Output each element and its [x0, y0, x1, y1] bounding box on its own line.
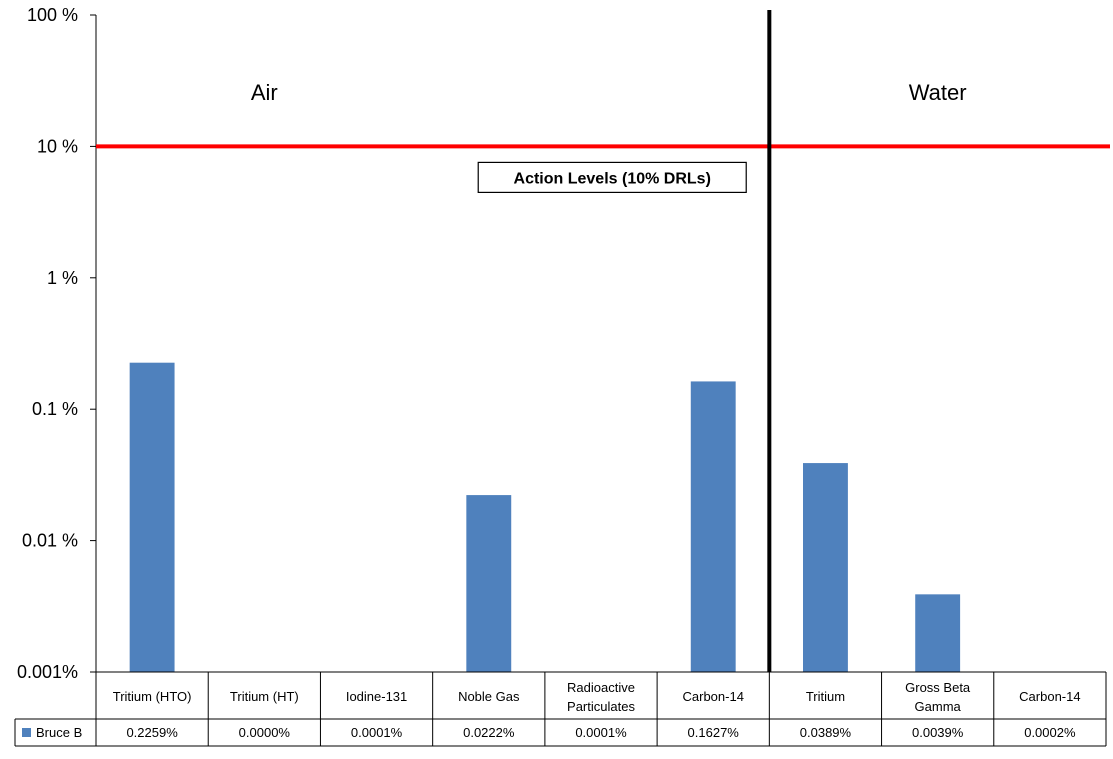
- value-label: 0.0222%: [463, 725, 515, 740]
- category-label: Tritium (HTO): [113, 689, 192, 704]
- region-label-water: Water: [909, 80, 967, 105]
- category-label: Gross Beta: [905, 680, 971, 695]
- y-tick-label: 0.1 %: [32, 399, 78, 419]
- category-label: Iodine-131: [346, 689, 407, 704]
- bar: [690, 381, 736, 672]
- value-label: 0.2259%: [126, 725, 178, 740]
- bar: [803, 463, 848, 672]
- value-label: 0.1627%: [688, 725, 740, 740]
- value-label: 0.0002%: [1024, 725, 1076, 740]
- y-tick-label: 10 %: [37, 136, 78, 156]
- y-tick-label: 1 %: [47, 268, 78, 288]
- y-tick-label: 0.001%: [17, 662, 78, 682]
- region-label-air: Air: [251, 80, 278, 105]
- bar: [915, 594, 961, 672]
- action-level-label: Action Levels (10% DRLs): [514, 170, 711, 187]
- value-label: 0.0000%: [239, 725, 291, 740]
- category-label: Noble Gas: [458, 689, 520, 704]
- value-label: 0.0389%: [800, 725, 852, 740]
- value-label: 0.0001%: [575, 725, 627, 740]
- value-label: 0.0039%: [912, 725, 964, 740]
- category-label: Particulates: [567, 699, 635, 714]
- category-label: Carbon-14: [1019, 689, 1080, 704]
- legend-swatch: [22, 728, 31, 737]
- category-label: Gamma: [915, 699, 962, 714]
- bar: [466, 495, 512, 672]
- y-tick-label: 0.01 %: [22, 531, 78, 551]
- bar: [129, 362, 175, 672]
- category-label: Tritium: [806, 689, 845, 704]
- category-label: Tritium (HT): [230, 689, 299, 704]
- y-tick-label: 100 %: [27, 5, 78, 25]
- value-label: 0.0001%: [351, 725, 403, 740]
- category-label: Radioactive: [567, 680, 635, 695]
- legend-label: Bruce B: [36, 725, 82, 740]
- action-level-box: [477, 161, 747, 193]
- category-label: Carbon-14: [683, 689, 744, 704]
